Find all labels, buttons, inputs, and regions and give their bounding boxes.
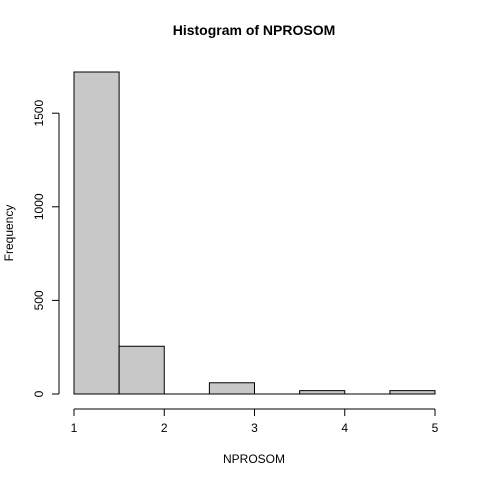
x-tick-label: 1: [71, 421, 78, 435]
x-tick-label: 2: [161, 421, 168, 435]
bars-group: [73, 71, 436, 395]
x-tick-label: 4: [341, 421, 348, 435]
y-tick-label: 500: [32, 290, 46, 310]
y-tick-label: 1000: [32, 193, 46, 220]
histogram-bar: [73, 71, 120, 395]
y-tick-label: 0: [32, 390, 46, 397]
x-axis: 1 2 3 4 5: [71, 408, 439, 435]
x-tick-label: 3: [251, 421, 258, 435]
histogram-bar: [299, 390, 346, 395]
chart-title: Histogram of NPROSOM: [173, 22, 336, 38]
y-axis-label: Frequency: [2, 205, 16, 262]
histogram-bar: [389, 390, 436, 395]
y-tick-label: 1500: [32, 100, 46, 127]
x-axis-label: NPROSOM: [223, 452, 285, 466]
y-axis: 0 500 1000 1500: [32, 100, 60, 397]
histogram-bar: [118, 345, 165, 395]
x-tick-label: 5: [432, 421, 439, 435]
histogram-bar: [208, 382, 255, 395]
